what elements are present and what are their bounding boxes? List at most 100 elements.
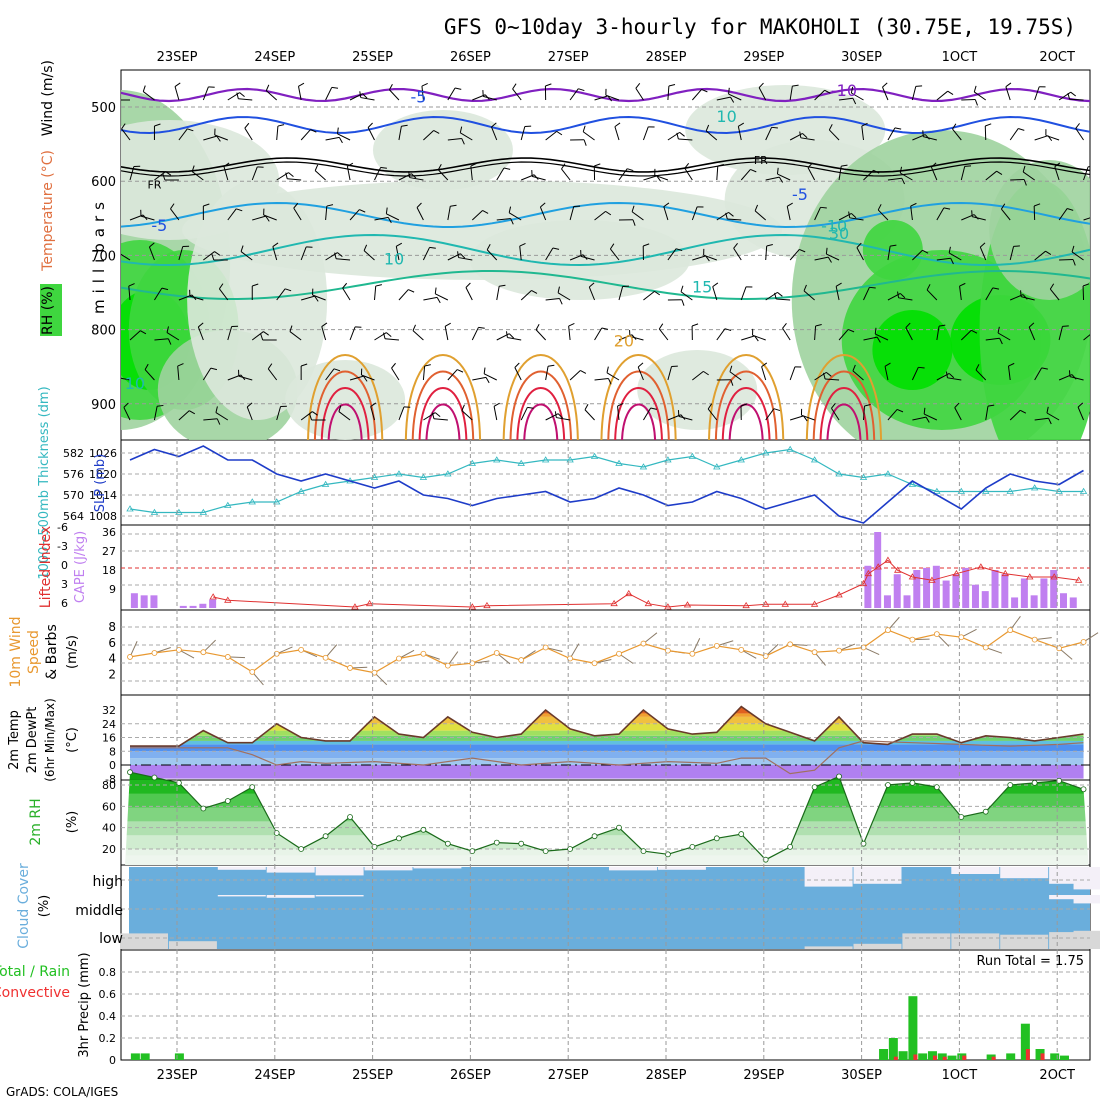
barb-flag xyxy=(724,328,732,332)
profile-barb-322 xyxy=(178,410,196,421)
barb-flag xyxy=(244,122,250,129)
wind-line-pt-32 xyxy=(909,636,916,643)
barb-flag xyxy=(408,171,411,178)
warm-dome-3-2 xyxy=(614,387,663,440)
barb-flag xyxy=(952,123,957,130)
barb-flag xyxy=(548,364,555,367)
profile-barb-242 xyxy=(166,326,180,341)
barb-flag xyxy=(815,323,822,327)
profile-panel: -10 -5 FR FR -5 -5 -10 10 15 20 30 10 10 500 600 700 800… xyxy=(91,81,1090,440)
rh-line-pt-4 xyxy=(224,798,231,804)
barb-flag xyxy=(850,86,854,94)
profile-barb-141 xyxy=(631,205,644,221)
barb-flag xyxy=(671,365,678,367)
barb-shaft xyxy=(519,246,522,261)
profile-barb-239 xyxy=(1082,283,1090,301)
barb-flag xyxy=(656,175,661,182)
barb-flag xyxy=(342,282,348,289)
temp-band-5 xyxy=(130,735,1084,741)
profile-barb-269 xyxy=(838,328,855,341)
barb-shaft xyxy=(128,286,131,301)
barb-flag xyxy=(552,247,560,250)
footer-credit: GrADS: COLA/IGES xyxy=(6,1085,118,1099)
rh-line-pt-25 xyxy=(738,831,745,837)
barb-shaft xyxy=(422,247,430,261)
barb-shaft xyxy=(437,169,449,181)
barb-flag xyxy=(643,243,650,247)
barb-flag xyxy=(627,168,634,172)
barb-flag xyxy=(375,284,382,287)
rh-band-5 xyxy=(125,779,1089,794)
barb-flag xyxy=(285,172,288,179)
barb-flag xyxy=(852,364,856,372)
barb-shaft xyxy=(973,91,987,101)
profile-barb-244 xyxy=(227,325,238,341)
precip-total-bar-5 xyxy=(898,1051,908,1060)
barb-shaft xyxy=(251,166,258,181)
cape-bar-3 xyxy=(179,605,187,608)
barb-flag xyxy=(899,293,906,299)
profile-barb-336 xyxy=(520,406,534,421)
profile-barb-273 xyxy=(936,324,946,341)
barb-flag xyxy=(607,95,613,102)
barb-shaft xyxy=(789,249,800,261)
temp-band-9 xyxy=(130,713,1084,717)
profile-barb-343 xyxy=(677,410,693,421)
profile-barb-229 xyxy=(835,282,842,301)
profile-barb-330 xyxy=(370,402,377,421)
profile-barb-266 xyxy=(752,328,766,341)
date-label-top-6: 29SEP xyxy=(743,50,784,65)
profile-barb-135 xyxy=(496,218,514,225)
warm-dome-2-0 xyxy=(502,354,579,440)
profile-barb-250 xyxy=(374,332,392,341)
profile-barb-300 xyxy=(606,366,620,381)
profile-barb-132 xyxy=(416,202,424,221)
barb-flag xyxy=(786,202,793,207)
profile-barb-216 xyxy=(520,290,538,301)
wind-barb-17 xyxy=(545,646,563,652)
profile-ylabel: millibars xyxy=(90,196,108,314)
cape-bar-8 xyxy=(874,532,882,608)
barb-flag xyxy=(177,363,184,367)
profile-barb-354 xyxy=(954,402,962,421)
profile-barb-225 xyxy=(740,286,753,301)
barb-shaft xyxy=(801,414,815,421)
contour-label-6: -10 xyxy=(821,217,847,236)
profile-barb-53 xyxy=(447,138,465,145)
rh-line-pt-33 xyxy=(933,784,940,791)
barb-flag xyxy=(360,368,363,376)
cloud-panel xyxy=(120,867,1100,949)
profile-barb-78 xyxy=(1045,129,1060,141)
barb-shaft xyxy=(447,87,456,101)
barb-flag xyxy=(691,323,699,327)
barb-flag xyxy=(314,295,319,302)
warm-dome-1-3 xyxy=(425,403,461,440)
profile-barb-82 xyxy=(162,173,179,181)
barb-shaft xyxy=(1001,208,1011,221)
cloud-middle-4 xyxy=(315,895,364,897)
barb-shaft xyxy=(737,126,742,141)
wind-line-pt-11 xyxy=(396,655,402,662)
barb-flag xyxy=(239,92,245,97)
barb-shaft xyxy=(123,407,131,421)
barb-shaft xyxy=(300,246,307,261)
barb-flag xyxy=(491,122,497,128)
barb-flag xyxy=(1020,409,1027,414)
barb-flag xyxy=(359,209,366,213)
barb-flag xyxy=(1066,208,1074,211)
wind-line-pt-23 xyxy=(689,650,696,657)
barb-shaft xyxy=(828,129,840,141)
profile-barb-45 xyxy=(244,122,253,141)
barb-shaft xyxy=(202,86,209,101)
profile-barb-224 xyxy=(712,282,719,301)
barb-flag xyxy=(514,362,520,368)
barb-shaft xyxy=(154,171,166,181)
barb-shaft xyxy=(1058,208,1068,221)
barb-flag xyxy=(189,289,191,297)
barb-flag xyxy=(733,243,738,249)
contour-label-10: 30 xyxy=(829,224,849,243)
precip-ylabel-c: 3hr Precip (mm) xyxy=(77,952,92,1057)
profile-barb-207 xyxy=(301,295,319,302)
barb-shaft xyxy=(629,335,644,341)
profile-barb-321 xyxy=(153,404,164,421)
